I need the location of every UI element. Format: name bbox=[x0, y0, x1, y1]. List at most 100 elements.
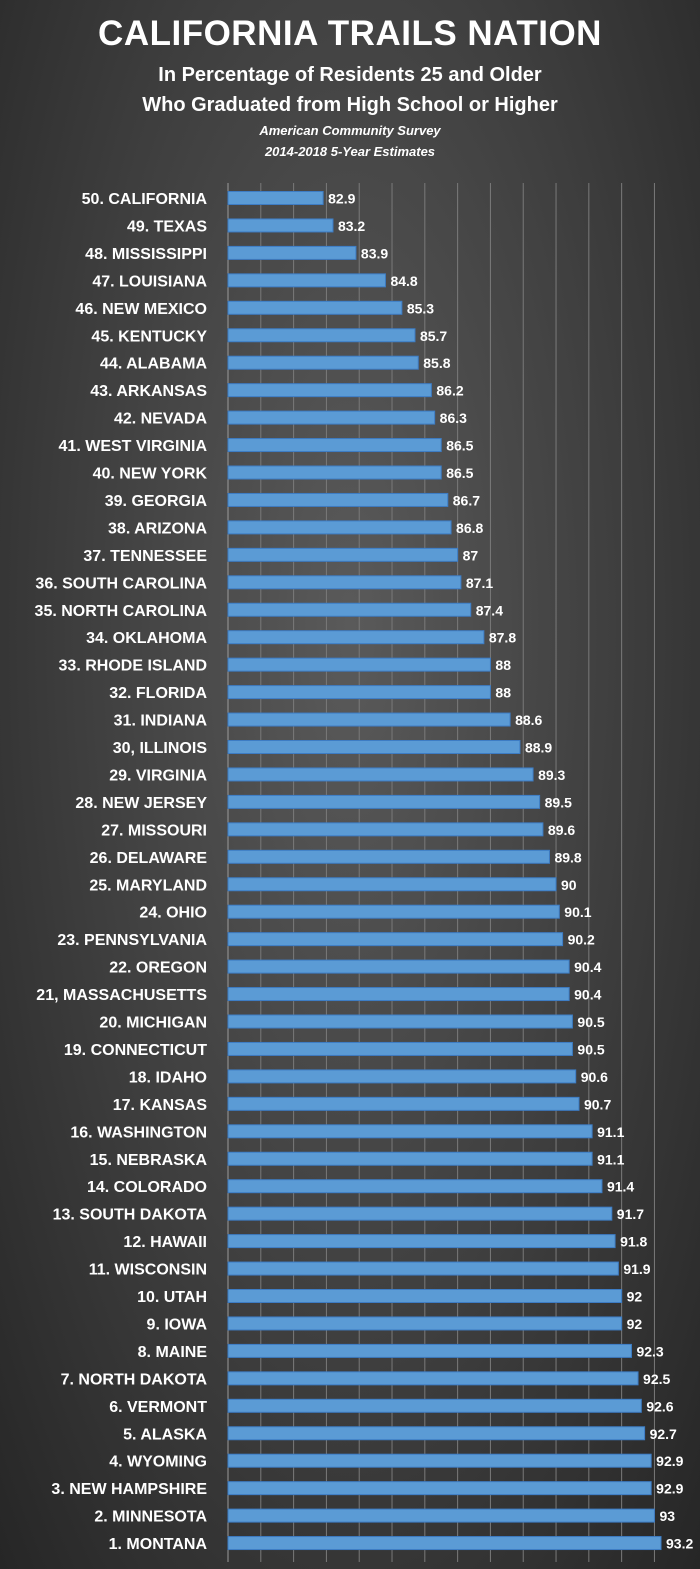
value-label: 87 bbox=[463, 547, 479, 563]
value-label: 87.8 bbox=[489, 630, 516, 646]
bar bbox=[227, 959, 570, 974]
value-label: 88 bbox=[495, 657, 511, 673]
category-label: 14. COLORADO bbox=[87, 1179, 207, 1196]
category-label: 29. VIRGINIA bbox=[109, 767, 207, 784]
category-label: 45. KENTUCKY bbox=[91, 328, 207, 345]
category-label: 48. MISSISSIPPI bbox=[85, 246, 207, 263]
category-label: 15. NEBRASKA bbox=[90, 1152, 208, 1169]
category-label: 7. NORTH DAKOTA bbox=[61, 1371, 208, 1388]
bar bbox=[227, 1398, 642, 1413]
bar bbox=[227, 1426, 646, 1441]
category-label: 3. NEW HAMPSHIRE bbox=[51, 1481, 207, 1498]
bar bbox=[227, 1234, 616, 1249]
value-label: 83.2 bbox=[338, 218, 365, 234]
value-label: 90.7 bbox=[584, 1096, 611, 1112]
category-label: 19. CONNECTICUT bbox=[64, 1042, 207, 1059]
category-label: 35. NORTH CAROLINA bbox=[35, 603, 208, 620]
category-label: 21, MASSACHUSETTS bbox=[36, 987, 207, 1004]
category-label: 38. ARIZONA bbox=[108, 520, 207, 537]
bar bbox=[227, 904, 560, 919]
bar bbox=[227, 1124, 593, 1139]
bar bbox=[227, 767, 534, 782]
bar bbox=[227, 685, 491, 700]
category-label: 1. MONTANA bbox=[109, 1536, 208, 1553]
value-label: 92 bbox=[627, 1289, 643, 1305]
value-label: 90.4 bbox=[574, 959, 601, 975]
category-label: 12. HAWAII bbox=[123, 1234, 207, 1251]
value-label: 90.6 bbox=[581, 1069, 608, 1085]
bar bbox=[227, 465, 442, 480]
bar bbox=[227, 300, 403, 315]
value-label: 87.1 bbox=[466, 575, 493, 591]
value-label: 86.8 bbox=[456, 520, 483, 536]
source-name: American Community Survey bbox=[259, 123, 441, 138]
value-label: 89.3 bbox=[538, 767, 565, 783]
bar bbox=[227, 1508, 655, 1523]
bar bbox=[227, 1316, 623, 1331]
bar bbox=[227, 520, 452, 535]
category-label: 37. TENNESSEE bbox=[83, 548, 207, 565]
bar bbox=[227, 273, 386, 288]
category-label: 32. FLORIDA bbox=[109, 685, 207, 702]
category-label: 44. ALABAMA bbox=[100, 356, 207, 373]
category-label: 39. GEORGIA bbox=[105, 493, 208, 510]
bar bbox=[227, 438, 442, 453]
value-label: 92.7 bbox=[650, 1426, 677, 1442]
category-label: 5. ALASKA bbox=[123, 1426, 207, 1443]
category-label: 8. MAINE bbox=[138, 1344, 208, 1361]
bar bbox=[227, 575, 462, 590]
category-label: 41. WEST VIRGINIA bbox=[59, 438, 208, 455]
category-label: 30, ILLINOIS bbox=[113, 740, 208, 757]
category-label: 34. OKLAHOMA bbox=[86, 630, 207, 647]
bar bbox=[227, 1289, 623, 1303]
value-label: 82.9 bbox=[328, 191, 355, 207]
value-label: 93.2 bbox=[666, 1536, 693, 1552]
value-label: 92.6 bbox=[646, 1398, 673, 1414]
bar bbox=[227, 1179, 603, 1194]
category-label: 26. DELAWARE bbox=[90, 850, 208, 867]
category-label: 50. CALIFORNIA bbox=[82, 191, 208, 208]
bar bbox=[227, 1096, 580, 1111]
category-label: 9. IOWA bbox=[147, 1316, 208, 1333]
category-label: 36. SOUTH CAROLINA bbox=[35, 575, 207, 592]
bar bbox=[227, 1151, 593, 1166]
bar bbox=[227, 1371, 639, 1386]
value-label: 88 bbox=[495, 685, 511, 701]
category-label: 20. MICHIGAN bbox=[99, 1015, 207, 1032]
bar bbox=[227, 822, 544, 837]
value-label: 91.9 bbox=[623, 1261, 650, 1277]
bar bbox=[227, 712, 511, 727]
bar bbox=[227, 383, 432, 398]
value-label: 90.5 bbox=[577, 1041, 604, 1057]
value-label: 90.2 bbox=[568, 932, 595, 948]
bar bbox=[227, 657, 491, 672]
category-label: 47. LOUISIANA bbox=[92, 273, 207, 290]
value-label: 83.9 bbox=[361, 245, 388, 261]
bar bbox=[227, 849, 550, 864]
value-label: 88.6 bbox=[515, 712, 542, 728]
bar bbox=[227, 1261, 619, 1276]
category-label: 24. OHIO bbox=[139, 905, 207, 922]
source-years: 2014-2018 5-Year Estimates bbox=[264, 144, 436, 159]
value-label: 90 bbox=[561, 877, 577, 893]
value-label: 86.3 bbox=[440, 410, 467, 426]
bar bbox=[227, 547, 459, 562]
category-label: 2. MINNESOTA bbox=[94, 1509, 207, 1526]
chart-subtitle-line-1: In Percentage of Residents 25 and Older bbox=[158, 64, 542, 86]
bar bbox=[227, 245, 357, 260]
value-label: 90.5 bbox=[577, 1014, 604, 1030]
bar bbox=[227, 218, 334, 233]
category-label: 13. SOUTH DAKOTA bbox=[53, 1207, 208, 1224]
chart-subtitle-line-2: Who Graduated from High School or Higher bbox=[142, 94, 558, 116]
category-label: 23. PENNSYLVANIA bbox=[57, 932, 207, 949]
category-label: 22. OREGON bbox=[109, 960, 207, 977]
value-label: 92.5 bbox=[643, 1371, 670, 1387]
value-label: 86.7 bbox=[453, 492, 480, 508]
category-label: 33. RHODE ISLAND bbox=[59, 658, 207, 675]
category-label: 43. ARKANSAS bbox=[90, 383, 207, 400]
value-labels: 82.9 83.2 83.984.8 85.3 85.7 85.8 86.2 86.3 86.5… bbox=[328, 191, 693, 1552]
category-label: 4. WYOMING bbox=[109, 1454, 207, 1471]
category-label: 27. MISSOURI bbox=[101, 822, 207, 839]
category-label: 18. IDAHO bbox=[129, 1069, 207, 1086]
